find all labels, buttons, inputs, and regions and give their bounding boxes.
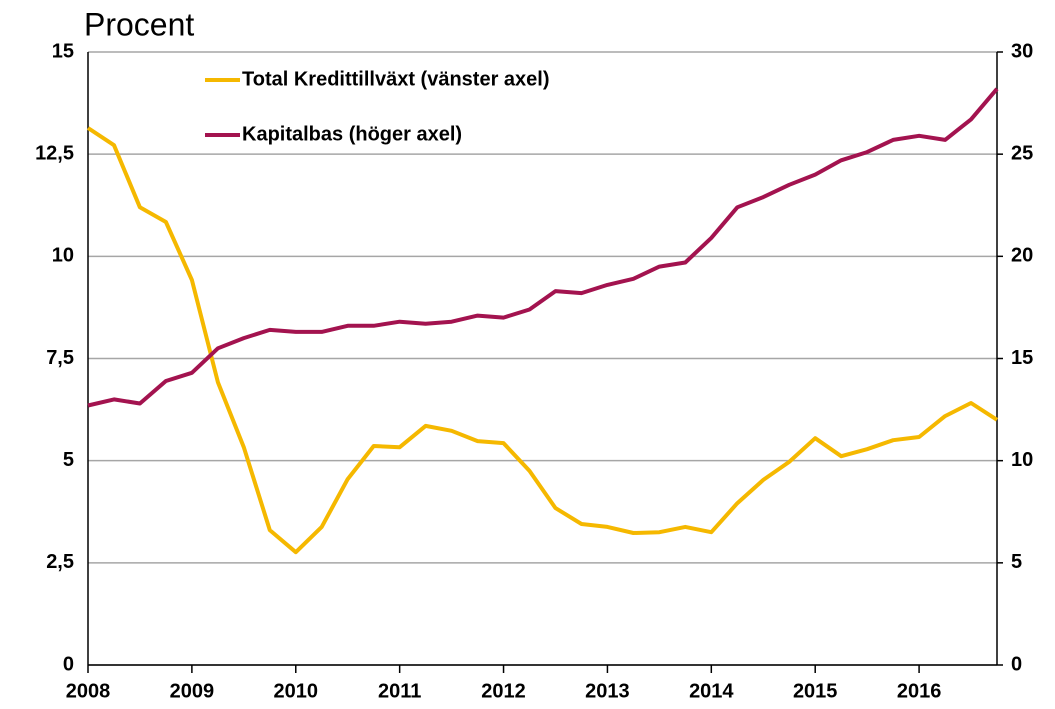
x-tick-label: 2015 <box>793 680 838 702</box>
y-tick-label: 0 <box>63 653 74 675</box>
x-tick-label: 2011 <box>378 680 421 702</box>
y-tick-label: 12,5 <box>35 142 74 164</box>
legend-label: Kapitalbas (höger axel) <box>242 123 462 145</box>
y-tick-label: 7,5 <box>46 347 74 369</box>
y-tick-label: 10 <box>52 245 74 267</box>
x-tick-label: 2016 <box>897 680 942 702</box>
x-tick-label: 2012 <box>481 680 526 702</box>
x-tick-label: 2014 <box>689 680 734 702</box>
y2-tick-label: 15 <box>1011 347 1033 369</box>
chart-title: Procent <box>84 6 194 42</box>
legend-label: Total Kredittillväxt (vänster axel) <box>242 68 550 90</box>
x-tick-label: 2008 <box>66 680 111 702</box>
series-line <box>86 126 999 555</box>
series-line <box>87 87 999 408</box>
x-tick-label: 2009 <box>170 680 215 702</box>
y2-tick-label: 5 <box>1011 551 1022 573</box>
y2-tick-label: 20 <box>1011 245 1033 267</box>
y2-tick-label: 0 <box>1011 653 1022 675</box>
y-tick-label: 15 <box>52 40 74 62</box>
x-tick-label: 2013 <box>585 680 630 702</box>
y2-tick-label: 10 <box>1011 449 1033 471</box>
y2-tick-label: 30 <box>1011 40 1033 62</box>
x-tick-label: 2010 <box>274 680 319 702</box>
y2-tick-label: 25 <box>1011 142 1033 164</box>
y-tick-label: 5 <box>63 449 74 471</box>
y-tick-label: 2,5 <box>46 551 74 573</box>
